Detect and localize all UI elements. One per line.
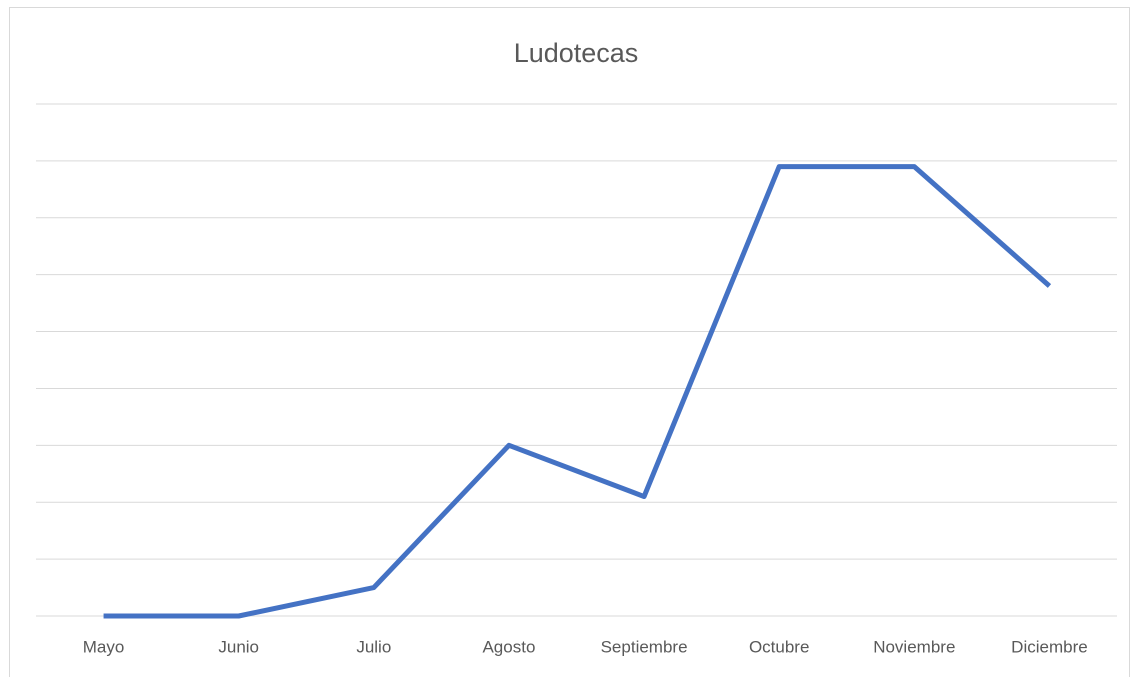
x-tick-label: Septiembre	[601, 637, 688, 656]
x-tick-label: Diciembre	[1011, 637, 1088, 656]
chart-frame	[9, 7, 1130, 677]
line-series	[103, 164, 1052, 619]
chart-title: Ludotecas	[514, 38, 639, 68]
x-tick-label: Julio	[356, 637, 391, 656]
x-tick-label: Octubre	[749, 637, 809, 656]
x-tick-label: Mayo	[83, 637, 125, 656]
x-tick-label: Junio	[218, 637, 259, 656]
x-tick-label: Agosto	[482, 637, 535, 656]
x-tick-label: Noviembre	[873, 637, 955, 656]
